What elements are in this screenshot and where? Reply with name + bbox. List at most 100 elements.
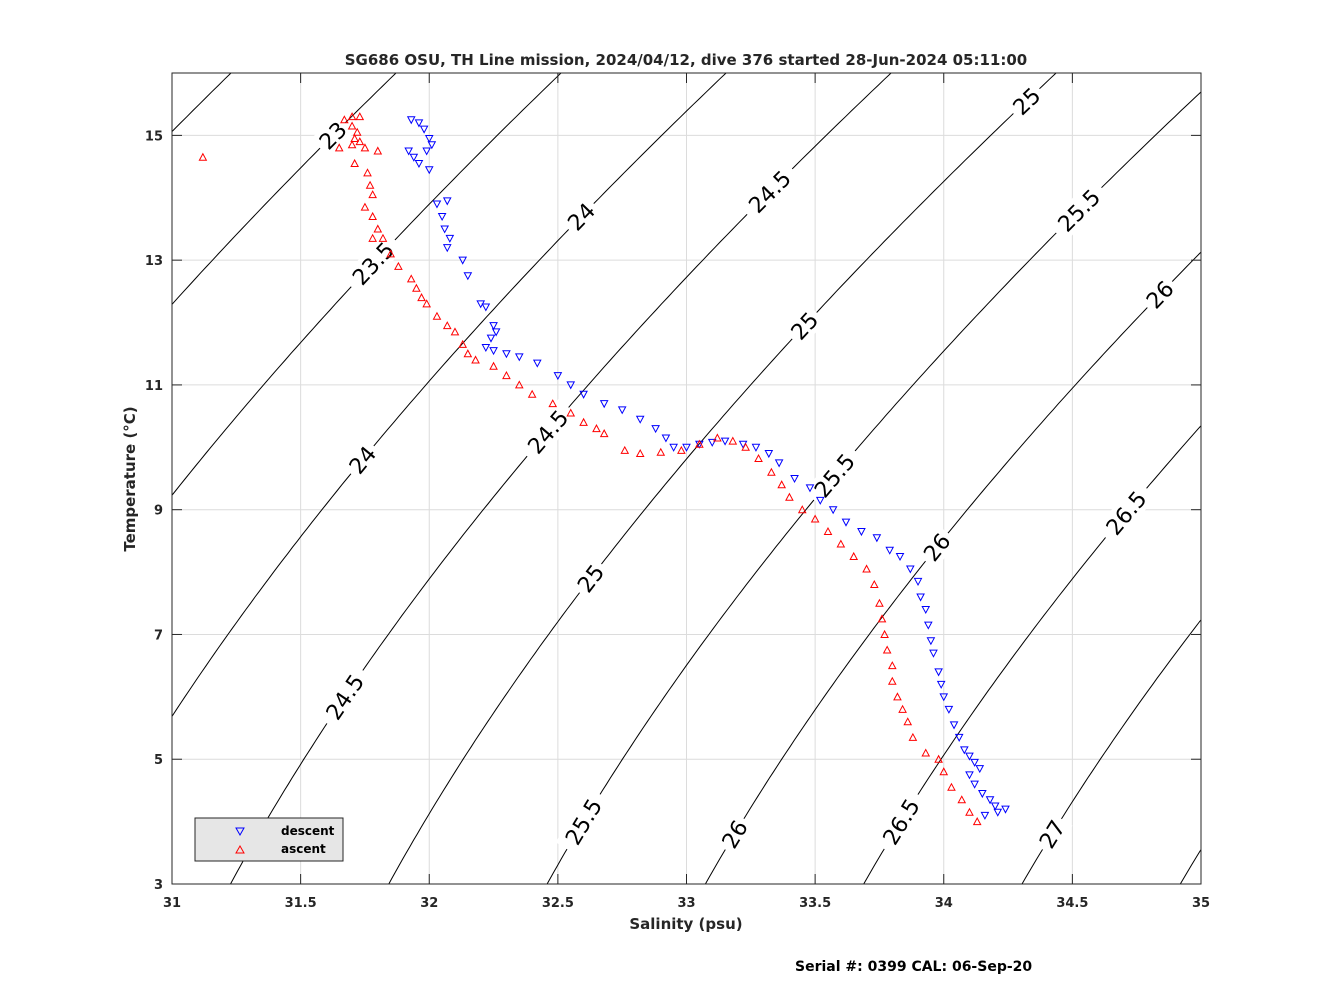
contour-label: 23: [315, 118, 352, 155]
descent-point: [959, 746, 969, 755]
descent-point: [934, 668, 943, 677]
ascent-point: [862, 564, 871, 573]
ascent-point: [965, 807, 974, 816]
descent-point: [566, 381, 576, 390]
ascent-point: [432, 311, 442, 320]
contour-label: 24: [564, 199, 601, 237]
ascent-point: [489, 361, 498, 370]
descent-point: [442, 244, 452, 253]
density-contour-line: [546, 91, 1201, 884]
descent-point: [805, 484, 815, 493]
y-tick-label: 15: [145, 129, 163, 144]
contour-label: 26: [1142, 277, 1179, 315]
y-tick-label: 13: [145, 254, 163, 269]
ascent-point: [417, 293, 426, 302]
descent-point: [949, 721, 959, 730]
descent-point: [764, 450, 774, 459]
ascent-point: [887, 661, 897, 670]
contour-label-bg: [517, 398, 579, 465]
descent-point: [406, 116, 416, 125]
contour-label-bg: [340, 437, 384, 482]
x-tick-label: 34.5: [1056, 896, 1088, 911]
descent-point: [579, 390, 588, 399]
contour-label-bg: [315, 663, 374, 731]
ascent-point: [592, 424, 601, 433]
contour-label-bg: [1031, 811, 1073, 857]
ascent-point: [340, 115, 349, 124]
ascent-point: [754, 453, 763, 463]
descent-point: [514, 353, 524, 362]
density-contours: 2323.5242424.524.524.525252525.525.525.5…: [172, 73, 1201, 884]
descent-point: [419, 125, 429, 134]
descent-point: [720, 437, 730, 446]
contour-label-bg: [714, 811, 755, 857]
ascent-point: [767, 467, 776, 476]
ascent-point: [898, 704, 907, 713]
descent-point: [424, 135, 434, 144]
density-contour-line: [172, 73, 727, 718]
serial-cal-footer: Serial #: 0399 CAL: 06-Sep-20: [795, 959, 1032, 975]
descent-point: [921, 606, 931, 615]
descent-point: [442, 197, 452, 206]
data-points: [198, 112, 1010, 826]
density-contour-line: [388, 73, 1057, 884]
ascent-point: [677, 445, 686, 454]
ascent-point: [347, 140, 357, 149]
contour-label-bg: [873, 787, 929, 856]
ascent-point: [378, 233, 388, 242]
descent-point: [414, 159, 424, 169]
ascent-point: [471, 355, 480, 364]
contour-label-bg: [1095, 479, 1157, 546]
descent-point: [975, 765, 985, 774]
ascent-point: [599, 429, 609, 438]
contour-label-bg: [1137, 272, 1182, 317]
descent-point: [414, 119, 424, 128]
x-axis-label: Salinity (psu): [629, 915, 742, 933]
descent-point: [978, 790, 987, 799]
ascent-point: [368, 211, 377, 220]
contour-label-bg: [569, 556, 612, 601]
ascent-point: [502, 371, 511, 380]
ascent-point: [458, 339, 468, 348]
descent-point: [651, 425, 660, 434]
ascent-point: [350, 158, 359, 167]
density-contour-line: [172, 73, 562, 497]
descent-point: [857, 528, 866, 537]
ascent-point: [514, 380, 524, 389]
descent-point: [458, 256, 468, 265]
ascent-point: [877, 614, 887, 623]
legend-box: [194, 817, 344, 862]
contour-label-bg: [737, 159, 802, 224]
descent-point: [635, 415, 645, 424]
descent-point: [424, 166, 434, 175]
descent-point: [481, 303, 491, 312]
descent-point: [895, 552, 905, 562]
contour-label-bg: [310, 113, 355, 158]
ascent-point: [947, 782, 956, 791]
x-tick-label: 34: [935, 896, 953, 911]
contour-label-bg: [915, 524, 959, 570]
descent-point: [970, 758, 979, 767]
descent-point: [432, 200, 442, 209]
ascent-point: [352, 127, 362, 136]
descent-point: [993, 808, 1003, 817]
x-tick-label: 35: [1192, 896, 1210, 911]
ascent-point: [368, 233, 377, 242]
ascent-point: [347, 121, 357, 130]
contour-label-bg: [555, 787, 612, 856]
ascent-point: [741, 442, 751, 451]
descent-point: [790, 475, 799, 484]
x-tick-label: 31.5: [285, 896, 317, 911]
descent-point: [440, 225, 450, 234]
descent-point: [828, 506, 838, 515]
descent-point: [751, 443, 761, 452]
contour-label-bg: [1004, 79, 1049, 123]
x-tick-label: 31: [163, 896, 181, 911]
descent-point: [954, 733, 964, 742]
ascent-point: [360, 143, 370, 152]
density-contour-line: [1021, 618, 1201, 884]
ascent-point: [347, 112, 357, 121]
ascent-point: [355, 112, 365, 121]
descent-point: [427, 141, 437, 150]
density-contour-line: [1179, 848, 1201, 884]
